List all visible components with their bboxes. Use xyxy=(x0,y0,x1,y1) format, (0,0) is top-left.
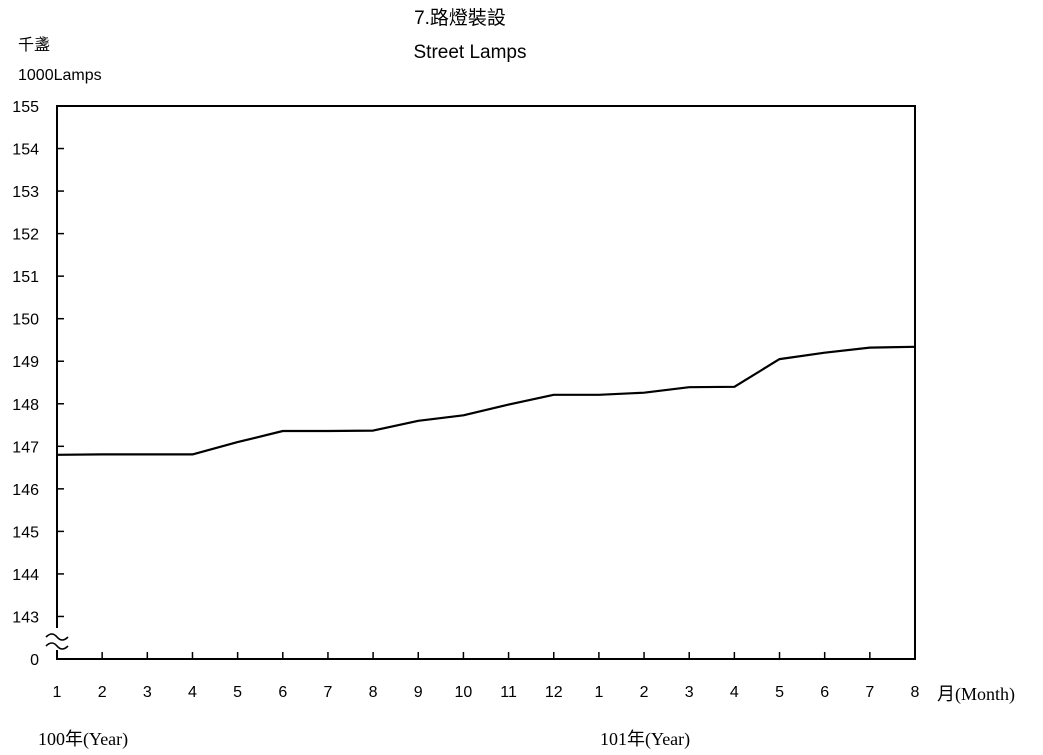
x-tick-label: 4 xyxy=(730,684,739,701)
y-tick-label: 144 xyxy=(12,567,39,584)
x-tick-label: 2 xyxy=(640,684,649,701)
y-tick-label: 149 xyxy=(12,354,39,371)
y-tick-label: 147 xyxy=(12,439,39,456)
x-tick-label: 1 xyxy=(53,684,62,701)
y-axis-ticks: 0 143 144 145 146 147 148 149 150 151 152 153 154 155 xyxy=(12,99,64,669)
x-tick-label: 8 xyxy=(911,684,920,701)
y-axis-unit-label: 1000Lamps xyxy=(18,67,102,84)
x-axis-label: 月(Month) xyxy=(937,684,1015,705)
axis-break-icon xyxy=(45,628,69,650)
x-tick-label: 5 xyxy=(233,684,242,701)
x-tick-label: 9 xyxy=(414,684,423,701)
y-tick-label: 154 xyxy=(12,142,39,159)
chart-title: 7.路燈裝設 xyxy=(414,7,506,29)
x-tick-label: 7 xyxy=(323,684,332,701)
y-tick-label: 143 xyxy=(12,609,39,626)
y-tick-label: 150 xyxy=(12,312,39,329)
y-tick-label: 151 xyxy=(12,269,39,286)
y-tick-label: 0 xyxy=(30,652,39,669)
x-tick-label: 4 xyxy=(188,684,197,701)
chart-subtitle: Street Lamps xyxy=(414,42,527,63)
x-tick-label: 6 xyxy=(278,684,287,701)
x-tick-label: 11 xyxy=(500,684,517,701)
x-axis-ticks: 1 2 3 4 5 6 7 8 9 10 11 12 1 2 3 4 5 6 7 8 xyxy=(53,652,920,701)
y-tick-label: 155 xyxy=(12,99,39,116)
x-tick-label: 1 xyxy=(594,684,603,701)
y-tick-label: 146 xyxy=(12,482,39,499)
y-axis-unit-chinese: 千盞 xyxy=(18,36,50,54)
x-tick-label: 3 xyxy=(143,684,152,701)
series-line xyxy=(56,345,916,456)
x-tick-label: 10 xyxy=(455,684,473,701)
year-label-100: 100年(Year) xyxy=(38,729,128,750)
y-tick-label: 152 xyxy=(12,227,39,244)
y-tick-label: 153 xyxy=(12,184,39,201)
x-tick-label: 12 xyxy=(545,684,563,701)
year-label-101: 101年(Year) xyxy=(600,729,690,750)
x-tick-label: 5 xyxy=(775,684,784,701)
x-tick-label: 2 xyxy=(98,684,107,701)
plot-frame xyxy=(56,105,916,660)
x-tick-label: 3 xyxy=(685,684,694,701)
x-tick-label: 6 xyxy=(820,684,829,701)
x-tick-label: 8 xyxy=(369,684,378,701)
y-tick-label: 148 xyxy=(12,397,39,414)
y-tick-label: 145 xyxy=(12,524,39,541)
x-tick-label: 7 xyxy=(865,684,874,701)
